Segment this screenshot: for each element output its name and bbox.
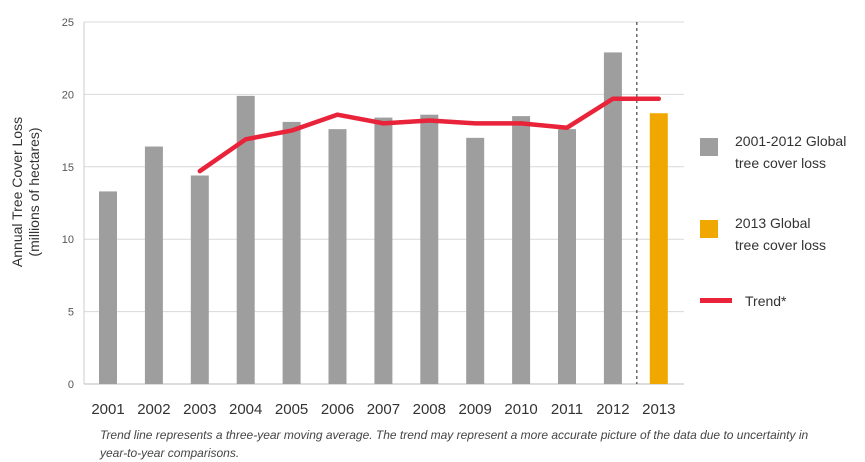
legend-item-2001-2012: 2001-2012 Global tree cover loss (700, 130, 855, 174)
x-tick-label: 2003 (183, 401, 216, 418)
trend-polyline (197, 96, 662, 174)
x-tick-label: 2008 (413, 401, 446, 418)
y-tick-label: 15 (62, 162, 74, 174)
x-tick-label: 2006 (321, 401, 354, 418)
footnote: Trend line represents a three-year movin… (100, 428, 809, 460)
x-tick-label: 2004 (229, 401, 262, 418)
bar-2002 (144, 146, 163, 384)
bar-2003 (190, 175, 209, 384)
legend-item-2013: 2013 Global tree cover loss (700, 212, 855, 256)
y-axis-label: Annual Tree Cover Loss(millions of hecta… (9, 117, 42, 267)
bar-2009 (466, 137, 485, 384)
bar-2012 (603, 52, 622, 385)
bar-2013 (649, 113, 668, 384)
bar-2010 (512, 116, 531, 385)
bar-2008 (420, 114, 439, 384)
legend-label: Trend* (745, 293, 787, 309)
y-tick-label: 10 (62, 234, 74, 246)
x-tick-label: 2002 (137, 401, 170, 418)
x-tick-label: 2001 (91, 401, 124, 418)
y-tick-label: 0 (68, 379, 74, 391)
bars (99, 52, 668, 385)
x-tick-label: 2005 (275, 401, 308, 418)
x-tick-label: 2013 (642, 401, 675, 418)
trend-line (197, 96, 662, 174)
bar-2005 (282, 121, 301, 385)
y-tick-label: 5 (68, 307, 74, 319)
x-axis-ticks: 2001 2002 2003 2004 2005 2006 2007 2008 2009 2010… (91, 401, 675, 418)
legend-label: 2013 Global tree cover loss (735, 215, 827, 253)
y-tick-label: 20 (62, 89, 74, 101)
legend-swatch-red-line (700, 298, 732, 303)
x-tick-label: 2007 (367, 401, 400, 418)
bar-2001 (99, 191, 117, 384)
bar-2004 (236, 95, 255, 385)
legend-item-trend: Trend* (700, 290, 865, 312)
legend-swatch-orange (700, 220, 718, 238)
y-axis-label-line: Annual Tree Cover Loss (9, 117, 25, 267)
y-tick-label: 25 (62, 17, 74, 29)
y-axis-label-line: (millions of hectares) (26, 127, 42, 256)
legend-swatch-gray (700, 138, 718, 156)
x-tick-label: 2011 (551, 401, 583, 418)
legend-label: 2001-2012 Global tree cover loss (735, 133, 847, 171)
bar-2007 (374, 117, 393, 385)
y-axis-ticks: 0 5 10 15 20 25 (62, 17, 74, 391)
x-tick-label: 2009 (459, 401, 492, 418)
bar-2011 (558, 129, 576, 384)
bar-2006 (328, 129, 347, 384)
x-tick-label: 2010 (504, 401, 537, 418)
x-tick-label: 2012 (596, 401, 629, 418)
